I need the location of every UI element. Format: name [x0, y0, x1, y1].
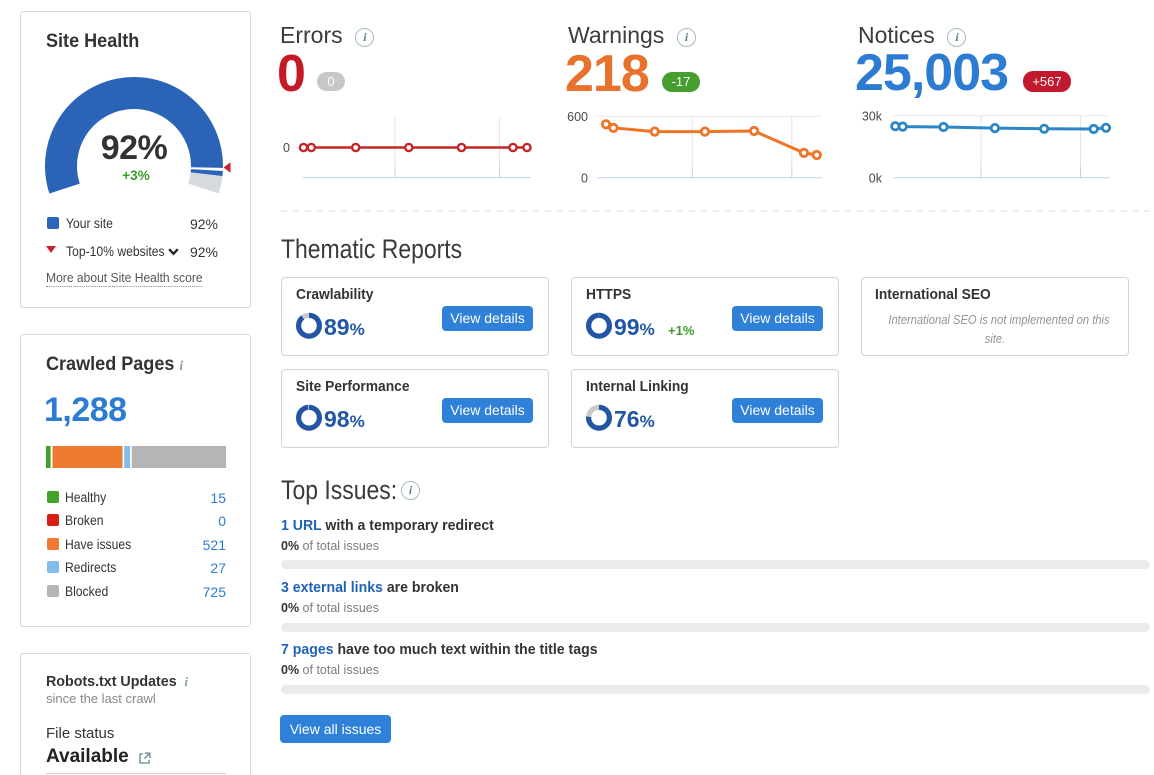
svg-text:0: 0: [283, 141, 290, 155]
svg-text:30k: 30k: [862, 110, 883, 124]
svg-text:600: 600: [567, 110, 588, 124]
svg-text:0k: 0k: [869, 172, 883, 186]
svg-text:0: 0: [581, 172, 588, 186]
